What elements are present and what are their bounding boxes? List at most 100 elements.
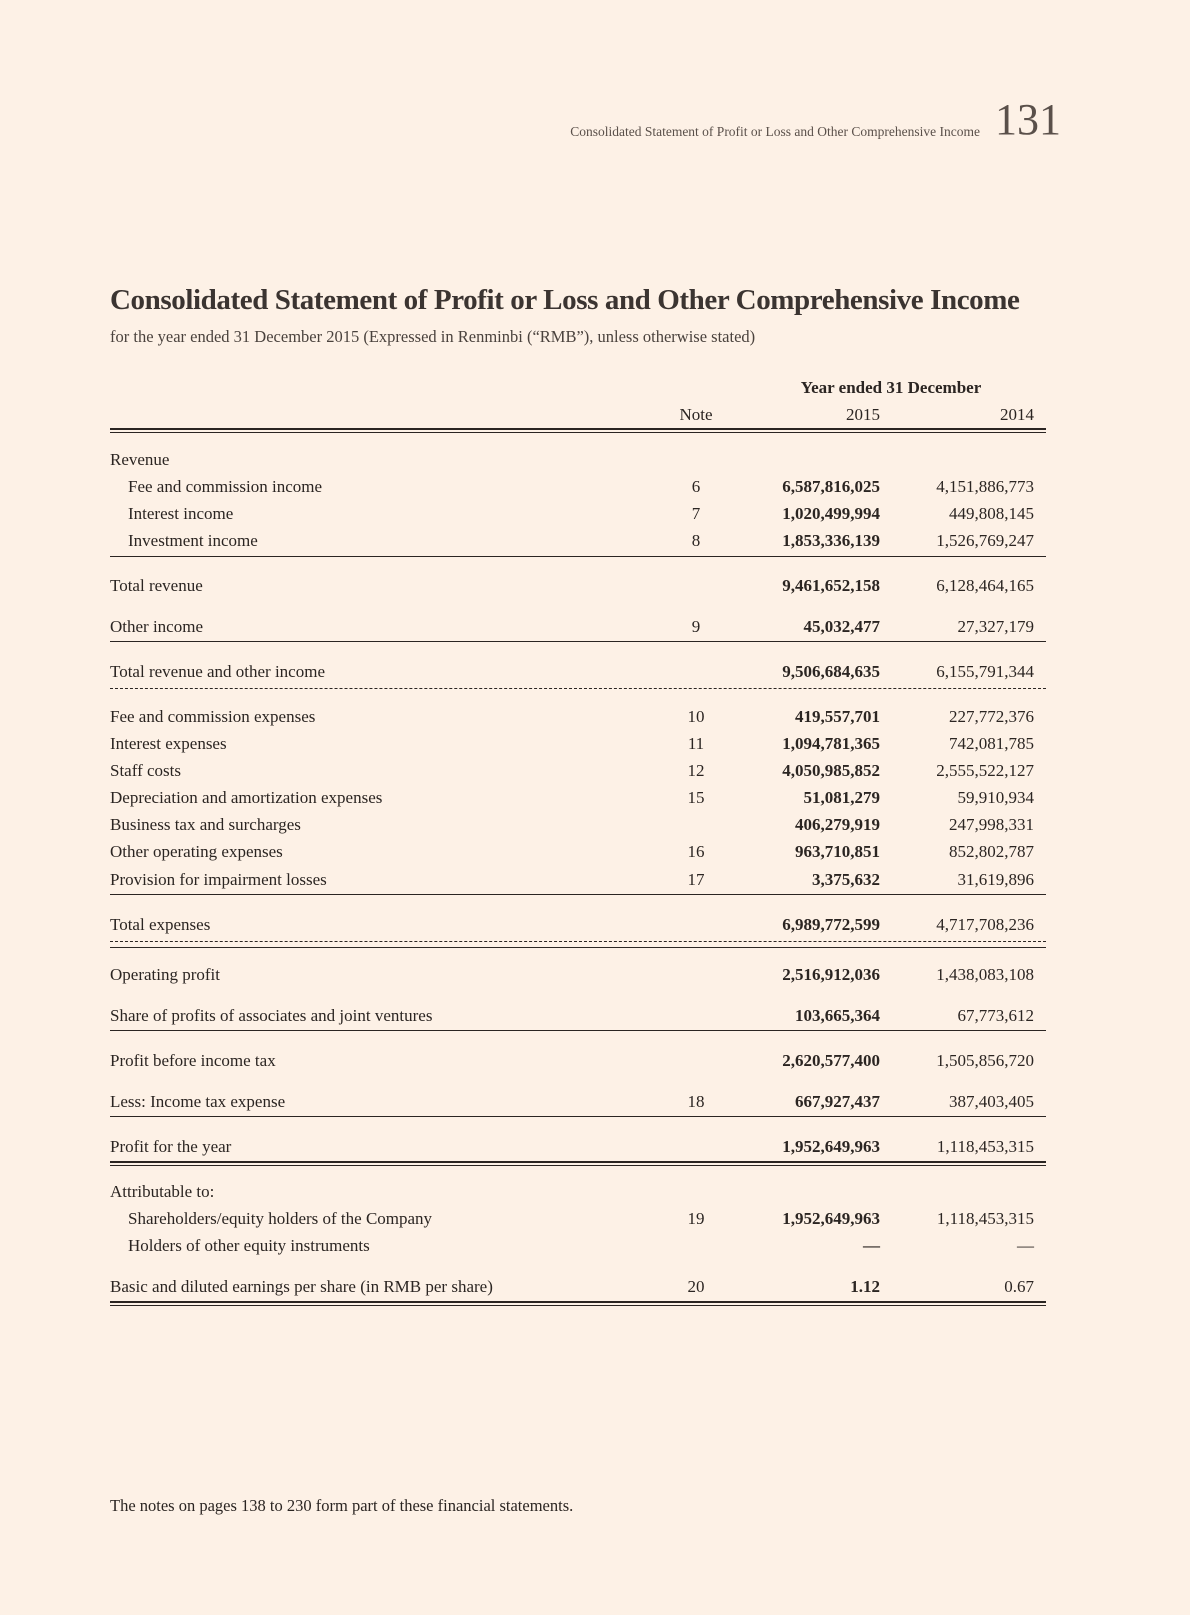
table-rule [110, 1161, 1046, 1163]
value-2014: 6,128,464,165 [936, 576, 1034, 595]
footnote: The notes on pages 138 to 230 form part … [110, 1496, 574, 1515]
column-header-2015: 2015 [846, 405, 880, 424]
value-2015: — [863, 1236, 880, 1255]
row-note: 15 [687, 788, 705, 807]
value-2014: 27,327,179 [957, 617, 1035, 636]
row-note: 17 [687, 870, 705, 889]
table-row: Profit for the year 1,952,649,963 1,118,45… [110, 1135, 1046, 1159]
value-2014: 1,118,453,315 [936, 1137, 1034, 1156]
table-rule [110, 941, 1046, 942]
value-2015: 1,952,649,963 [782, 1137, 880, 1156]
value-2015: 4,050,985,852 [782, 761, 880, 780]
value-2014: 59,910,934 [957, 788, 1035, 807]
row-label: Shareholders/equity holders of the Compa… [128, 1209, 433, 1228]
value-2014: 1,118,453,315 [936, 1209, 1034, 1228]
value-2014: 387,403,405 [949, 1092, 1034, 1111]
table-row: Total expenses 6,989,772,599 4,717,708,236 [110, 913, 1046, 937]
table-rule [110, 1165, 1046, 1166]
table-row: Basic and diluted earnings per share (in… [110, 1275, 1046, 1299]
table-rule [110, 1030, 1046, 1031]
running-header: Consolidated Statement of Profit or Loss… [570, 124, 980, 139]
table-row: Business tax and surcharges 406,279,919 24… [110, 813, 1046, 837]
table-rule [110, 688, 1046, 689]
table-row: Shareholders/equity holders of the Compa… [110, 1207, 1046, 1231]
value-2015: 6,587,816,025 [782, 477, 880, 496]
table-row: Interest expenses 11 1,094,781,365 742,081,… [110, 732, 1046, 756]
row-label: Investment income [128, 531, 258, 550]
value-2015: 1,020,499,994 [782, 504, 880, 523]
value-2014: 1,438,083,108 [936, 965, 1034, 984]
table-rule [110, 556, 1046, 557]
value-2014: 6,155,791,344 [936, 662, 1034, 681]
row-label: Profit before income tax [110, 1051, 276, 1070]
table-row: Revenue [110, 448, 1046, 472]
value-2014: 449,808,145 [949, 504, 1034, 523]
row-note: 18 [687, 1092, 705, 1111]
row-label: Other income [110, 617, 203, 636]
value-2015: 3,375,632 [812, 870, 880, 889]
table-row: Holders of other equity instruments — — [110, 1234, 1046, 1258]
row-note: 8 [691, 531, 701, 550]
value-2014: 247,998,331 [949, 815, 1034, 834]
row-note: 20 [687, 1277, 705, 1296]
value-2015: 9,506,684,635 [782, 662, 880, 681]
value-2015: 9,461,652,158 [782, 576, 880, 595]
table-row: Investment income 8 1,853,336,139 1,526,769… [110, 529, 1046, 553]
value-2014: 2,555,522,127 [936, 761, 1034, 780]
value-2014: — [1017, 1236, 1034, 1255]
table-rule [110, 1116, 1046, 1117]
row-label: Interest income [128, 504, 234, 523]
value-2015: 963,710,851 [795, 842, 880, 861]
table-rule [110, 1301, 1046, 1303]
page-number: 131 [995, 95, 1061, 144]
table-row: Provision for impairment losses 17 3,375,6… [110, 868, 1046, 892]
value-2015: 406,279,919 [795, 815, 880, 834]
row-label: Share of profits of associates and joint… [110, 1006, 433, 1025]
table-row: Interest income 7 1,020,499,994 449,808,145 [110, 502, 1046, 526]
table-row: Profit before income tax 2,620,577,400 1,5… [110, 1049, 1046, 1073]
column-group-header: Year ended 31 December [800, 378, 982, 397]
table-row: Share of profits of associates and joint… [110, 1004, 1046, 1028]
table-rule [110, 641, 1046, 642]
value-2015: 419,557,701 [795, 707, 880, 726]
value-2014: 67,773,612 [957, 1006, 1035, 1025]
table-row: Total revenue 9,461,652,158 6,128,464,165 [110, 574, 1046, 598]
value-2014: 1,526,769,247 [936, 531, 1034, 550]
row-label: Fee and commission expenses [110, 707, 316, 726]
value-2015: 103,665,364 [795, 1006, 880, 1025]
value-2014: 31,619,896 [957, 870, 1035, 889]
value-2015: 1,094,781,365 [782, 734, 880, 753]
value-2014: 1,505,856,720 [936, 1051, 1034, 1070]
row-label: Depreciation and amortization expenses [110, 788, 383, 807]
table-rule [110, 432, 1046, 433]
value-2015: 6,989,772,599 [782, 915, 880, 934]
table-row: Total revenue and other income 9,506,684,… [110, 660, 1046, 684]
value-2015: 2,516,912,036 [782, 965, 880, 984]
table-rule [110, 1305, 1046, 1306]
row-label: Revenue [110, 450, 170, 469]
value-2015: 667,927,437 [795, 1092, 880, 1111]
row-label: Profit for the year [110, 1137, 232, 1156]
page-subtitle: for the year ended 31 December 2015 (Exp… [110, 327, 756, 346]
row-note: 9 [691, 617, 701, 636]
table-rule [110, 947, 1046, 948]
table-row: Staff costs 12 4,050,985,852 2,555,522,127 [110, 759, 1046, 783]
value-2014: 742,081,785 [949, 734, 1034, 753]
value-2014: 0.67 [1004, 1277, 1034, 1296]
value-2014: 4,151,886,773 [936, 477, 1034, 496]
table-row: Attributable to: [110, 1180, 1046, 1204]
row-label: Total revenue [110, 576, 203, 595]
row-label: Basic and diluted earnings per share (in… [110, 1277, 493, 1296]
table-rule [110, 894, 1046, 895]
table-rule [110, 428, 1046, 430]
table-row: Fee and commission expenses 10 419,557,701… [110, 705, 1046, 729]
row-label: Fee and commission income [128, 477, 323, 496]
table-row: Less: Income tax expense 18 667,927,437 387… [110, 1090, 1046, 1114]
value-2015: 45,032,477 [803, 617, 881, 636]
row-note: 6 [691, 477, 701, 496]
value-2015: 51,081,279 [803, 788, 881, 807]
row-label: Provision for impairment losses [110, 870, 327, 889]
row-label: Operating profit [110, 965, 220, 984]
column-header-note: Note [679, 405, 713, 424]
value-2015: 2,620,577,400 [782, 1051, 880, 1070]
